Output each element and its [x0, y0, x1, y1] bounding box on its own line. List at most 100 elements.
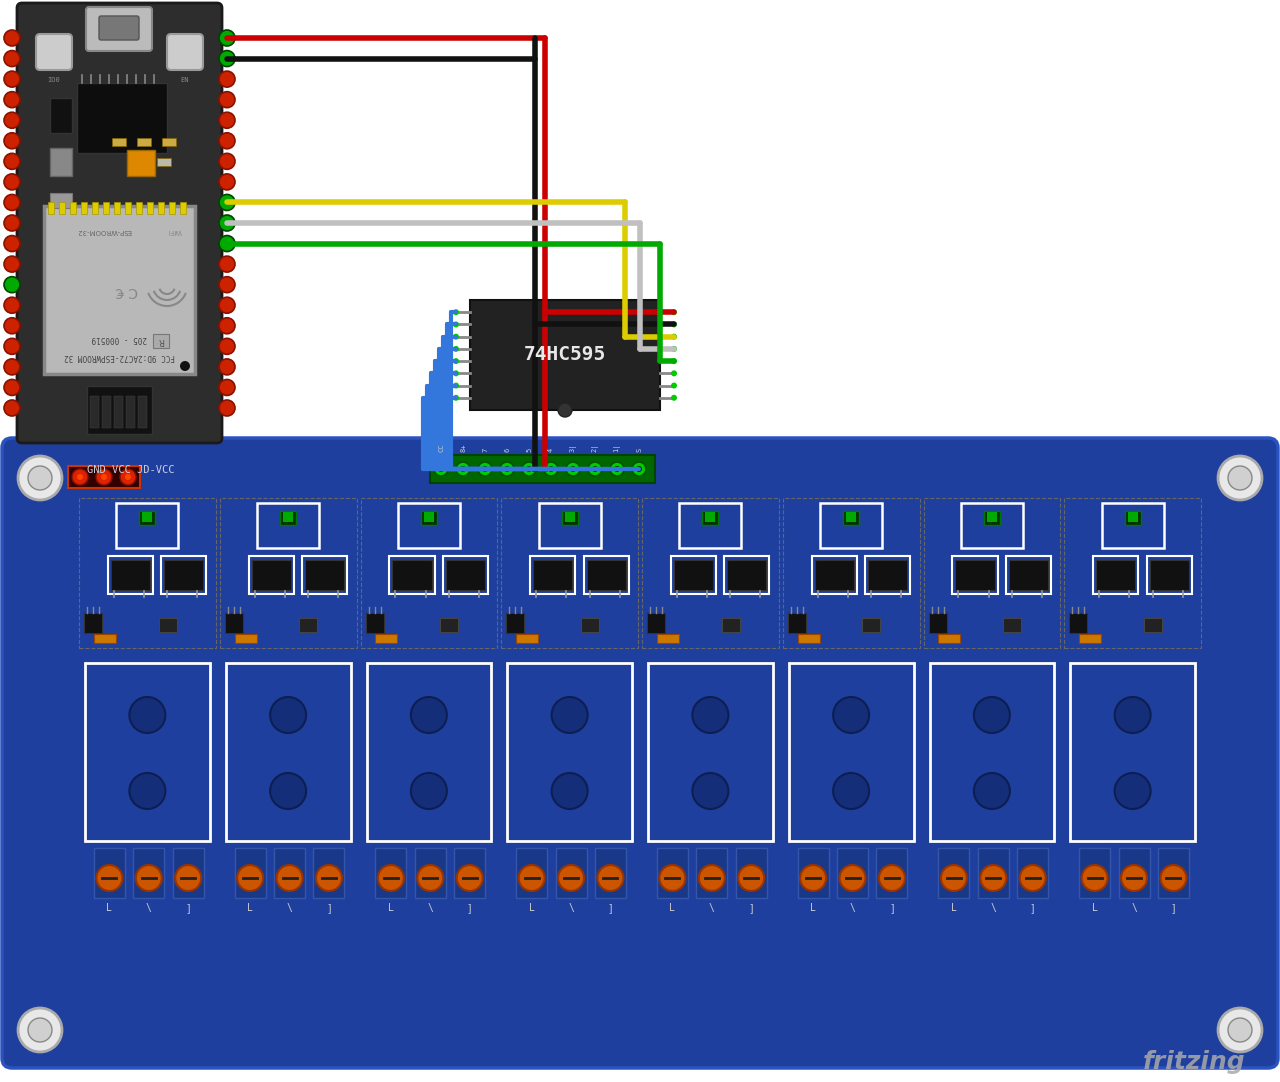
Circle shape [453, 370, 460, 377]
Text: fritzing: fritzing [1142, 1050, 1245, 1074]
Circle shape [671, 358, 677, 365]
Text: ]: ] [467, 903, 472, 913]
Circle shape [739, 865, 764, 890]
Bar [507, 613, 525, 633]
Bar [70, 202, 76, 214]
Circle shape [671, 370, 677, 377]
Circle shape [129, 773, 165, 809]
Circle shape [4, 339, 20, 354]
Bar [300, 618, 317, 632]
Circle shape [552, 697, 588, 733]
Bar [90, 396, 99, 428]
Circle shape [833, 773, 869, 809]
Bar [929, 663, 1055, 841]
Circle shape [219, 298, 236, 313]
Circle shape [453, 395, 460, 400]
Bar [102, 396, 111, 428]
Bar [865, 556, 910, 594]
Circle shape [219, 400, 236, 415]
Bar [93, 848, 125, 898]
Circle shape [219, 195, 236, 210]
Bar [955, 560, 995, 590]
Bar [1079, 634, 1101, 643]
Bar [1102, 503, 1164, 547]
Bar [140, 511, 155, 525]
Circle shape [316, 865, 342, 890]
Circle shape [671, 346, 677, 352]
Bar [1079, 848, 1110, 898]
Text: 8+: 8+ [460, 444, 466, 452]
Bar [1069, 613, 1087, 633]
Circle shape [219, 215, 236, 230]
Text: EN: EN [180, 77, 189, 83]
Bar [703, 511, 718, 525]
Text: ]: ] [1170, 903, 1176, 913]
Bar [173, 848, 204, 898]
Bar [445, 560, 485, 590]
Circle shape [136, 865, 161, 890]
Text: ]: ] [326, 903, 332, 913]
Bar [79, 498, 216, 648]
Bar [1125, 511, 1140, 525]
Circle shape [219, 256, 236, 272]
Bar [530, 556, 575, 594]
Circle shape [4, 256, 20, 272]
Circle shape [219, 174, 236, 189]
Bar [1093, 556, 1138, 594]
Circle shape [18, 1008, 61, 1052]
Circle shape [483, 466, 488, 472]
Circle shape [692, 773, 728, 809]
Circle shape [219, 113, 236, 129]
Circle shape [879, 865, 905, 890]
Text: L: L [106, 903, 113, 913]
Circle shape [4, 318, 20, 333]
Bar [1070, 663, 1196, 841]
Text: \: \ [709, 903, 714, 913]
Bar [164, 560, 204, 590]
Circle shape [526, 466, 532, 472]
Bar [1004, 618, 1021, 632]
Circle shape [800, 865, 826, 890]
Bar [846, 512, 856, 522]
Bar [783, 498, 919, 648]
Circle shape [4, 359, 20, 374]
Text: ]: ] [1029, 903, 1036, 913]
Bar [648, 663, 773, 841]
Bar [788, 663, 914, 841]
Circle shape [671, 309, 677, 315]
Text: ]: ] [890, 903, 895, 913]
Bar [984, 511, 1000, 525]
Circle shape [591, 466, 598, 472]
Bar [812, 556, 856, 594]
Bar [696, 848, 727, 898]
FancyBboxPatch shape [166, 34, 204, 70]
Bar [77, 83, 166, 153]
Text: L: L [1092, 903, 1097, 913]
Bar [159, 618, 177, 632]
Circle shape [460, 466, 466, 472]
Text: ]: ] [749, 903, 754, 913]
Bar [928, 613, 946, 633]
Bar [283, 512, 293, 522]
Bar [1128, 512, 1138, 522]
Bar [507, 663, 632, 841]
Circle shape [4, 71, 20, 88]
Bar [502, 498, 637, 648]
Text: 1|: 1| [613, 444, 621, 452]
Circle shape [4, 174, 20, 189]
Bar [724, 556, 769, 594]
Circle shape [692, 697, 728, 733]
Circle shape [552, 773, 588, 809]
Bar [987, 512, 997, 522]
Bar [305, 560, 344, 590]
Circle shape [671, 395, 677, 400]
Circle shape [1020, 865, 1046, 890]
Bar [595, 848, 626, 898]
Bar [680, 503, 741, 547]
Circle shape [101, 474, 108, 480]
Circle shape [558, 403, 572, 417]
Circle shape [566, 462, 580, 476]
Bar [430, 456, 655, 483]
Bar [1009, 560, 1048, 590]
Bar [375, 634, 397, 643]
